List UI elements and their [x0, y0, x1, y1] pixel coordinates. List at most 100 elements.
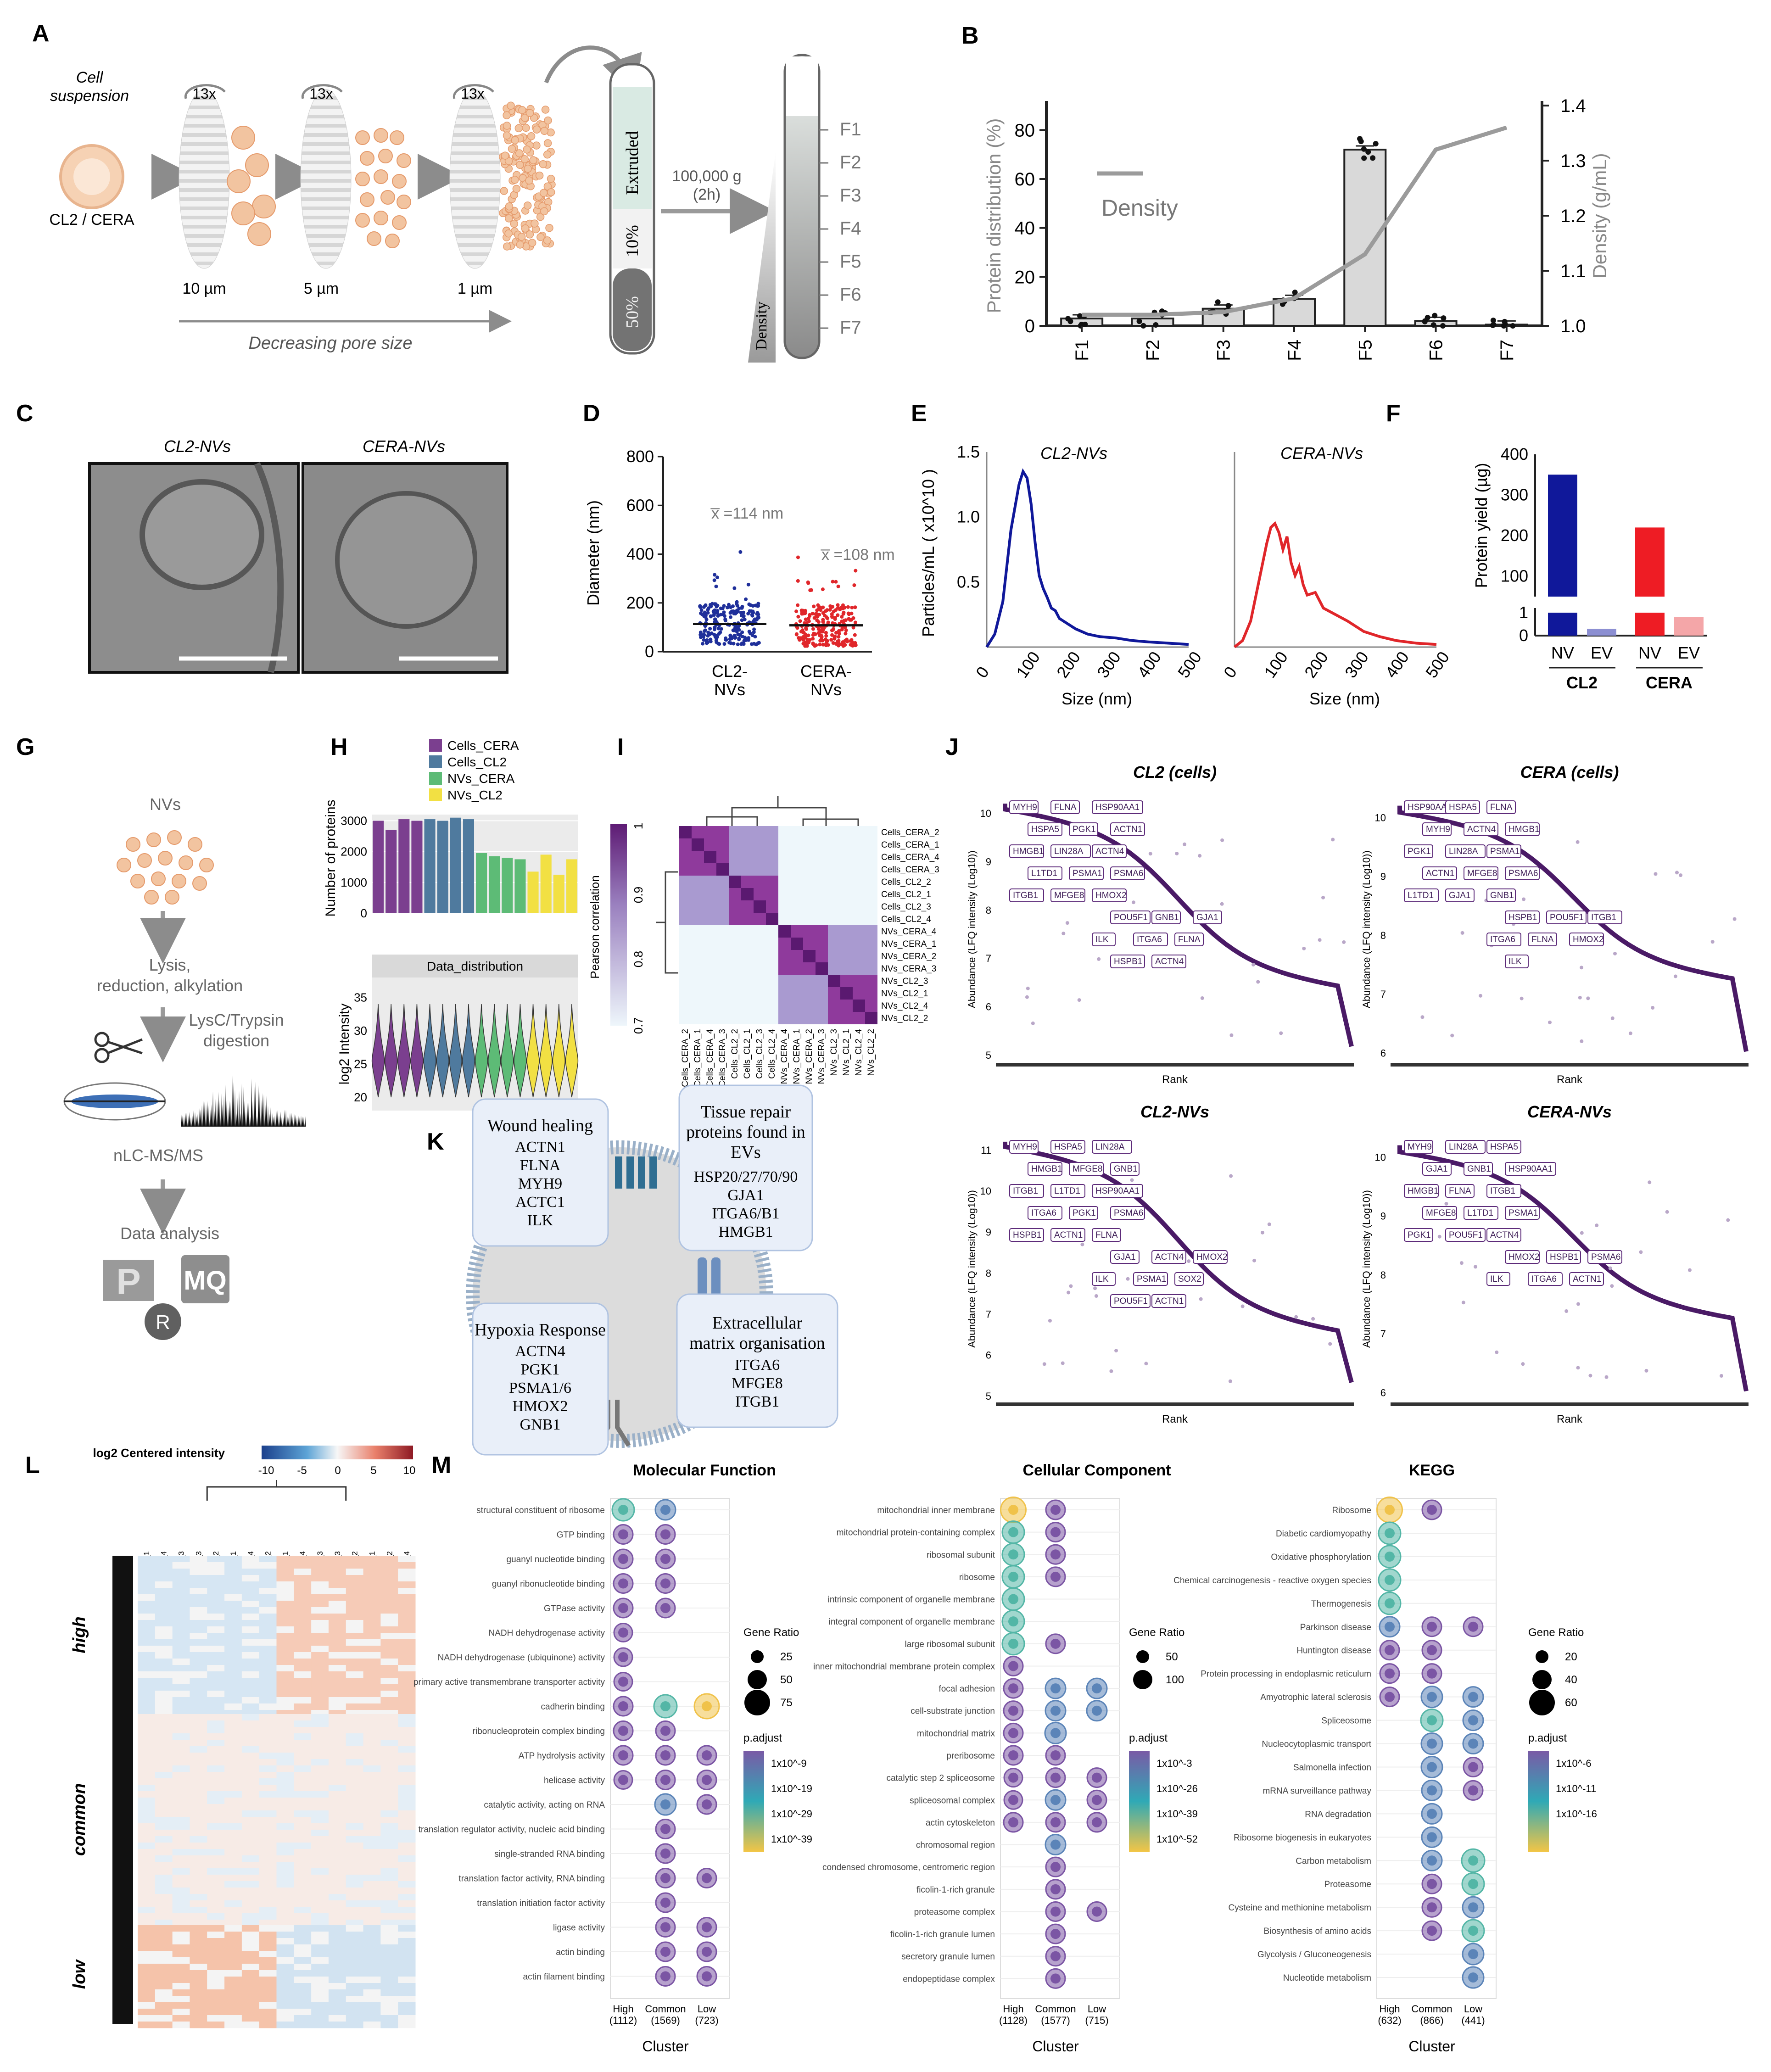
heatmap-cell [346, 1983, 364, 1990]
protein-label-box [1133, 1272, 1168, 1286]
heatmap-cell [791, 863, 803, 876]
term-label: translation regulator activity, nucleic … [419, 1825, 605, 1835]
heatmap-cell [853, 913, 865, 925]
enrichment-dot-core [1050, 1929, 1061, 1939]
heatmap-cell [840, 900, 853, 913]
protein-label-box [1110, 1294, 1151, 1308]
protein-label: PSMA1 [1508, 1208, 1538, 1218]
heatmap-cell [207, 1862, 225, 1869]
heatmap-cell [679, 962, 692, 975]
heatmap-cell [346, 1601, 364, 1608]
heatmap-cell [311, 1836, 329, 1843]
outlier-point [1576, 1302, 1581, 1306]
size-legend-label: 60 [1565, 1697, 1577, 1709]
heatmap-cell [311, 1970, 329, 1977]
heatmap-cell [328, 1607, 346, 1614]
heatmap-cell [138, 1791, 156, 1798]
particle-point [840, 627, 844, 631]
heatmap-cell [224, 1594, 242, 1601]
heatmap-cell [241, 1836, 260, 1843]
protein-label: HMOX2 [1573, 935, 1604, 944]
heatmap-cell [155, 1785, 173, 1792]
protein-label-box [1069, 1162, 1104, 1176]
bar [514, 859, 526, 913]
heatmap-cell [311, 1556, 329, 1563]
heatmap-cell [224, 1684, 242, 1691]
heatmap-cell [155, 1817, 173, 1824]
particle-point [732, 628, 736, 632]
heatmap-cell [311, 1678, 329, 1685]
legend-label: NVs_CERA [447, 771, 515, 786]
heatmap-cell [380, 1970, 398, 1977]
heatmap-cell [172, 1601, 190, 1608]
heatmap-cell [766, 913, 778, 925]
heatmap-cell [294, 1951, 312, 1958]
y-tick-label: 9 [1380, 1211, 1386, 1222]
heatmap-cell [346, 1684, 364, 1691]
heatmap-cell [224, 1703, 242, 1710]
particle-point [716, 642, 721, 646]
heatmap-cell [155, 1836, 173, 1843]
heatmap-cell [155, 1823, 173, 1830]
heatmap-cell [241, 1907, 260, 1914]
term-label: cell-substrate junction [911, 1707, 995, 1716]
heatmap-cell [259, 1964, 277, 1971]
plot-frame [610, 1498, 730, 1999]
heatmap-cell [276, 1964, 294, 1971]
heatmap-cell [840, 962, 853, 975]
chart-e: Particles/mL ( x10^10 )CL2-NVs0.51.01.50… [919, 442, 1453, 708]
heatmap-cell [190, 1996, 207, 2003]
heatmap-cell [207, 1678, 225, 1685]
heatmap-cell [276, 1714, 294, 1721]
enrichment-dot-core [660, 1799, 670, 1810]
heatmap-cell [138, 1925, 156, 1932]
heatmap-cell [328, 1791, 346, 1798]
heatmap-cell [311, 1727, 329, 1734]
y-tick-label: 6 [986, 1001, 991, 1013]
heatmap-cell [692, 1012, 704, 1024]
heatmap-cell [363, 1970, 381, 1977]
heatmap-cell [328, 1562, 346, 1569]
heatmap-cell [190, 1652, 207, 1659]
heatmap-cell [346, 1875, 364, 1882]
term-label: actin cytoskeleton [926, 1818, 995, 1828]
bar [566, 859, 577, 913]
enrichment-dot-core [1008, 1683, 1018, 1694]
heatmap-cell [311, 1626, 329, 1633]
heatmap-cell [224, 1733, 242, 1740]
x-tick-label: NV [1638, 643, 1661, 662]
heatmap-cell [380, 1888, 398, 1894]
mean-label: x̅ =114 nm [710, 505, 783, 522]
y-tick-label: 0.5 [957, 572, 980, 591]
size-distribution-line [985, 468, 1189, 648]
heatmap-cell [259, 1684, 277, 1691]
category-box: Wound healing ACTN1 FLNA MYH9 ACTC1 ILK [472, 1098, 609, 1247]
heatmap-cell [155, 2009, 173, 2016]
subplot-title: KEGG [1409, 1462, 1455, 1479]
particle-point [715, 604, 719, 609]
heatmap-cell [363, 1785, 381, 1792]
particle-point [743, 617, 747, 621]
heatmap-cell [346, 1925, 364, 1932]
vesicle [504, 229, 513, 238]
particle-point [853, 633, 857, 637]
y-axis-label: log2 Intensity [337, 1004, 352, 1085]
vesicle [540, 127, 549, 135]
heatmap-cell [328, 1740, 346, 1747]
enrichment-dot-core [1008, 1705, 1018, 1716]
heatmap-cell [311, 1977, 329, 1983]
heatmap-cell [363, 1594, 381, 1601]
heatmap-cell [704, 913, 716, 925]
heatmap-cell [791, 987, 803, 1000]
heatmap-cell [294, 1772, 312, 1779]
heatmap-cell [207, 2002, 225, 2009]
heatmap-cell [828, 826, 840, 838]
heatmap-cell [398, 1817, 416, 1824]
term-label: Cysteine and methionine metabolism [1228, 1903, 1371, 1913]
term-label: preribosome [946, 1751, 995, 1761]
heatmap-cell [276, 1989, 294, 1996]
heatmap-cell [828, 925, 840, 938]
svg-text:HMOX2: HMOX2 [513, 1398, 568, 1415]
term-label: Ribosome biogenesis in eukaryotes [1234, 1833, 1371, 1843]
